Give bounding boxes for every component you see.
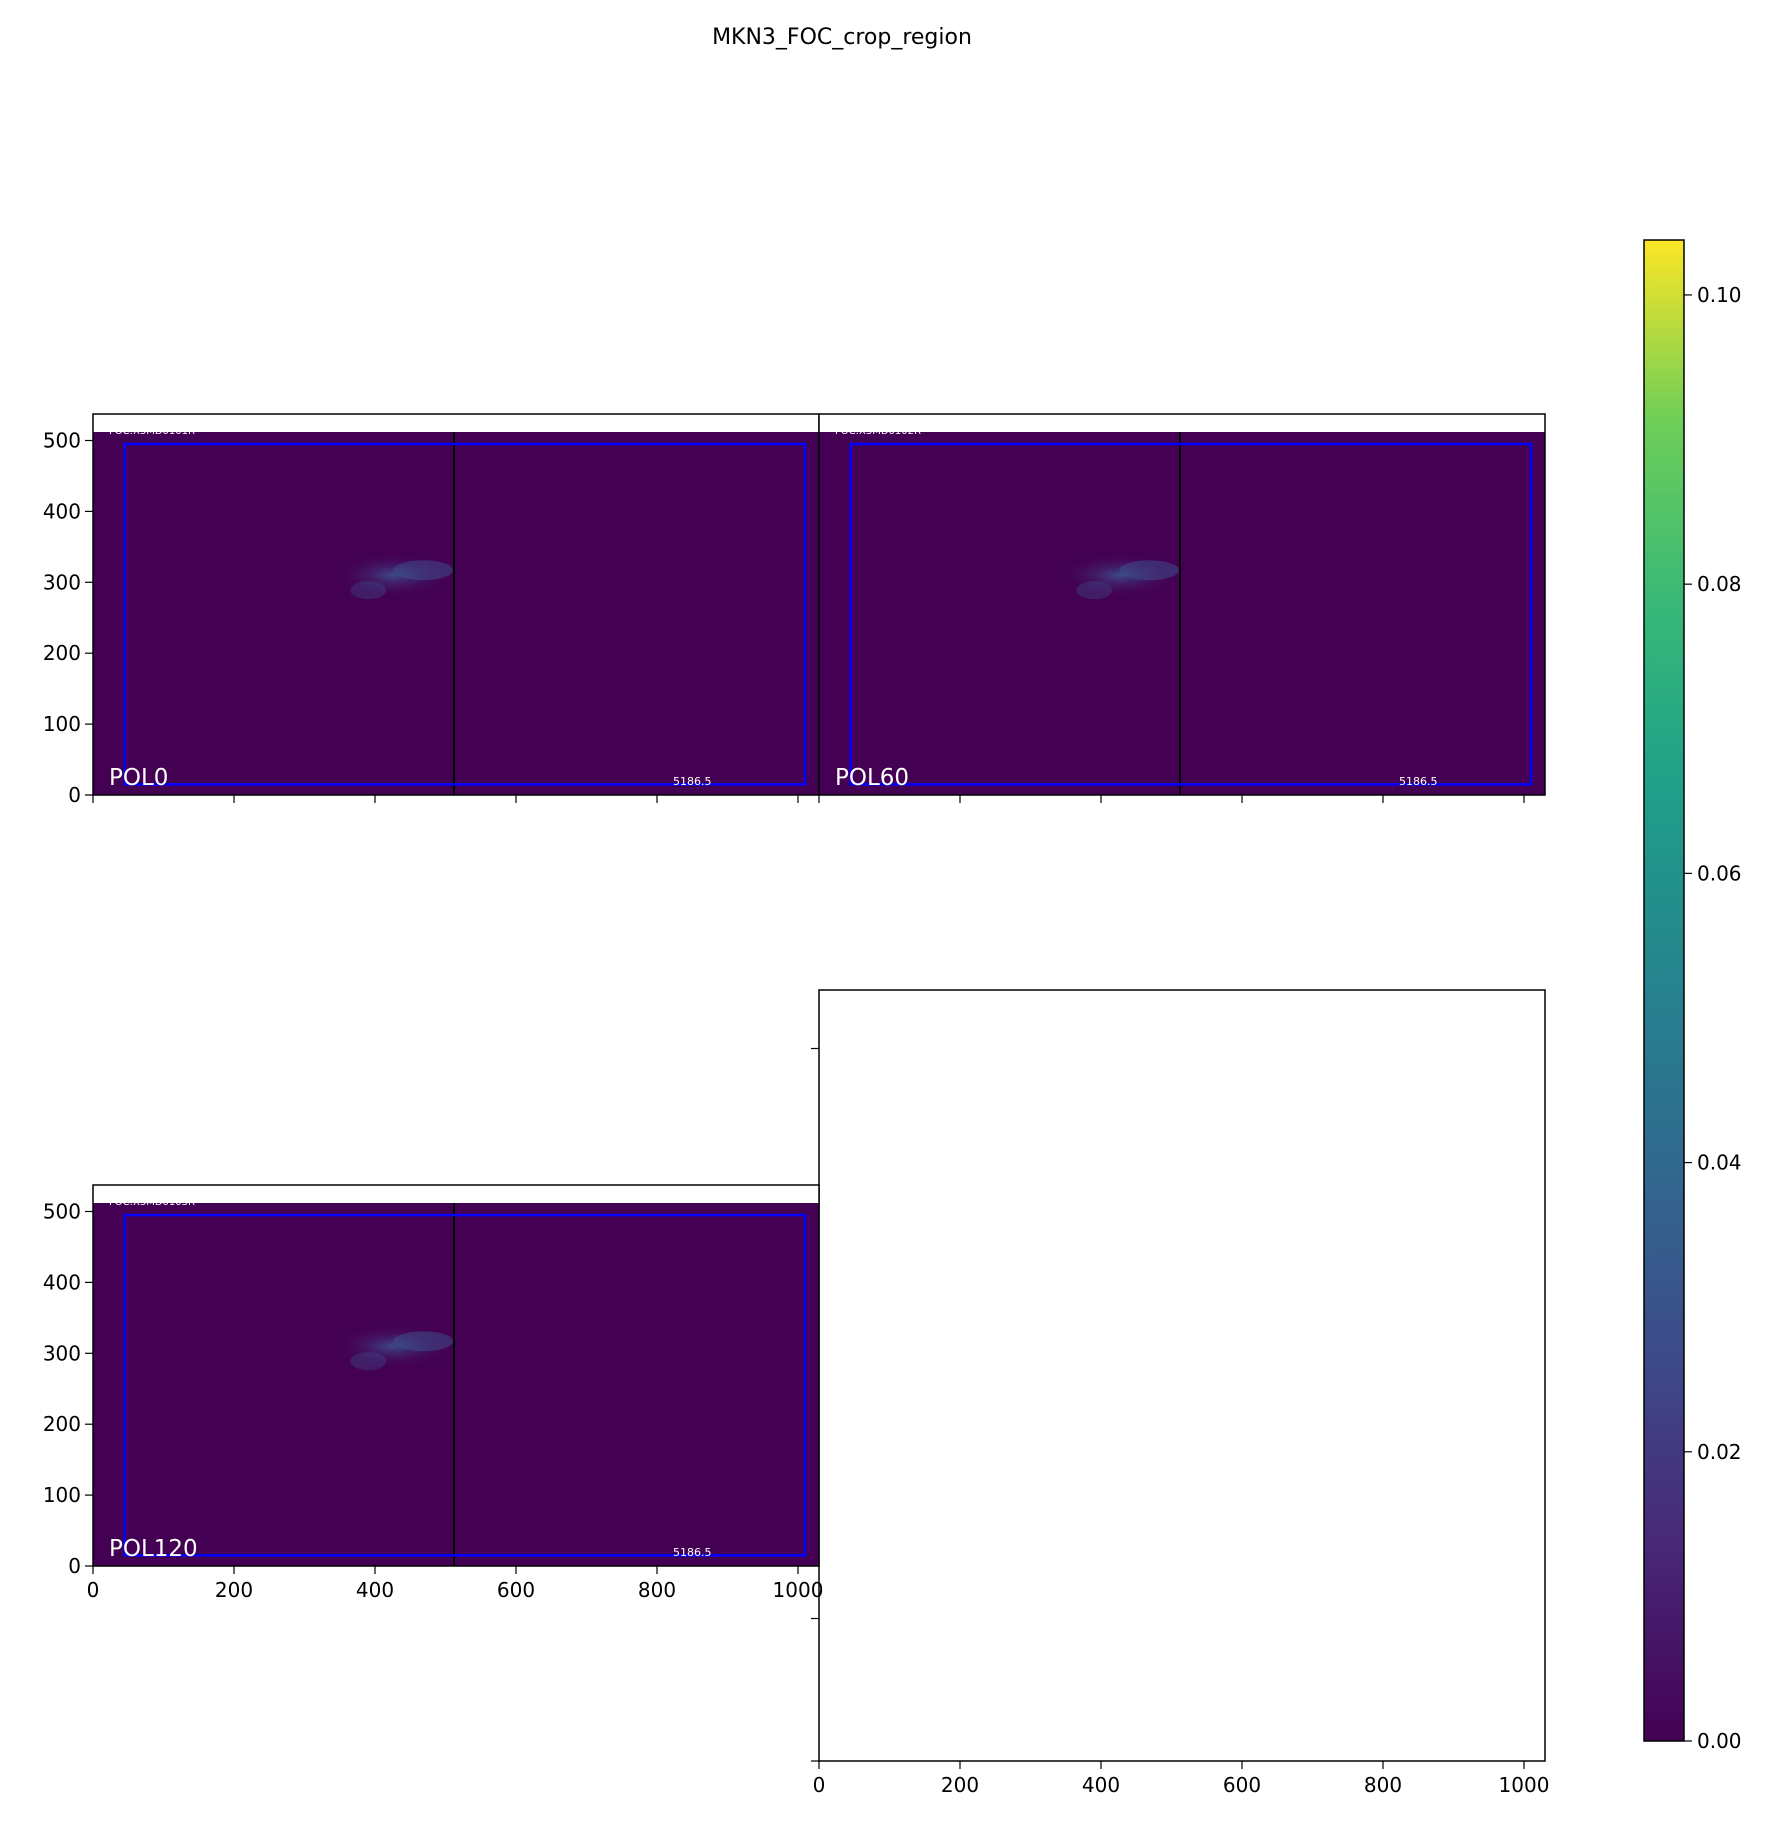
colorbar-tick-label: 0.06: [1697, 861, 1742, 885]
panel-pol120: FOC:X3MD0103R POL120 5186.5 0 200 400 600 800 10…: [43, 1184, 824, 1602]
source-core: [1119, 560, 1180, 581]
colorbar-tick-label: 0.10: [1697, 283, 1742, 307]
crop-box: [849, 442, 1533, 786]
x-tick-label: 600: [497, 1578, 535, 1602]
y-tick-label: 400: [43, 499, 81, 523]
colorbar-tick-label: 0.00: [1697, 1729, 1742, 1753]
value-label: 5186.5: [673, 1546, 712, 1559]
source-knot: [1076, 581, 1113, 600]
x-tick-label: 1000: [1499, 1773, 1550, 1797]
image: [93, 431, 819, 795]
colorbar: 0.00 0.02 0.04 0.06 0.08 0.10: [1643, 239, 1742, 1753]
colorbar-gradient: [1643, 239, 1685, 1742]
axes-frame: [92, 1184, 820, 1567]
panel-pol0: FOC:X3MD0101R POL0 5186.5 0 100 200 300 400 500: [43, 413, 820, 807]
y-tick-label: 300: [43, 570, 81, 594]
y-tick-label: 400: [43, 1270, 81, 1294]
x-tick-label: 0: [813, 1773, 826, 1797]
x-tick-label: 200: [215, 1578, 253, 1602]
header-label: FOC:X3MD0103R: [109, 1197, 195, 1208]
header-label: FOC:X3MD0102R: [835, 426, 921, 437]
axes-frame: [818, 989, 1546, 1762]
x-tick-label: 400: [1082, 1773, 1120, 1797]
header-label: FOC:X3MD0101R: [109, 426, 195, 437]
value-label: 5186.5: [673, 775, 712, 788]
x-tick-label: 600: [1223, 1773, 1261, 1797]
x-tick-label: 1000: [773, 1578, 824, 1602]
axes-frame: [818, 413, 1546, 796]
y-tick-label: 300: [43, 1341, 81, 1365]
image: [819, 431, 1545, 795]
x-tick-label: 0: [87, 1578, 100, 1602]
y-tick-label: 100: [43, 712, 81, 736]
x-tick-label: 800: [1364, 1773, 1402, 1797]
x-tick-label: 200: [941, 1773, 979, 1797]
y-tick-label: 0: [68, 783, 81, 807]
source-core: [393, 1331, 454, 1352]
y-tick-label: 500: [43, 429, 81, 453]
value-label: 5186.5: [1399, 775, 1438, 788]
colorbar-tick-label: 0.08: [1697, 572, 1742, 596]
x-tick-label: 800: [638, 1578, 676, 1602]
crop-box: [123, 442, 807, 786]
x-tick-label: 400: [356, 1578, 394, 1602]
figure-title: MKN3_FOC_crop_region: [712, 25, 972, 50]
panel-label: POL60: [835, 765, 909, 791]
panel-label: POL120: [109, 1536, 198, 1562]
y-tick-label: 200: [43, 1412, 81, 1436]
y-tick-label: 500: [43, 1200, 81, 1224]
source-core: [393, 560, 454, 581]
crop-box: [123, 1213, 807, 1557]
source-knot: [350, 1352, 387, 1371]
colorbar-tick-label: 0.02: [1697, 1440, 1742, 1464]
y-tick-label: 100: [43, 1483, 81, 1507]
panel-label: POL0: [109, 765, 168, 791]
panel-empty: 0 200 400 600 800 1000: [811, 989, 1550, 1797]
colorbar-tick-label: 0.04: [1697, 1151, 1742, 1175]
y-tick-label: 0: [68, 1554, 81, 1578]
source-knot: [350, 581, 387, 600]
y-tick-label: 200: [43, 641, 81, 665]
panel-pol60: FOC:X3MD0102R POL60 5186.5: [818, 413, 1546, 803]
image: [93, 1202, 819, 1566]
